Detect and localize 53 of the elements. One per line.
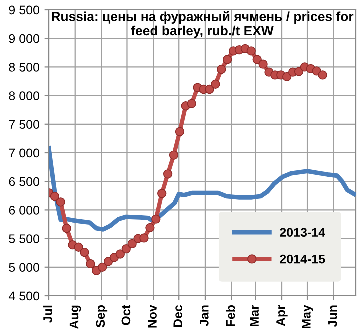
point: [282, 72, 292, 82]
y-tick-label: 5 500: [9, 234, 40, 244]
point: [211, 80, 220, 89]
point: [152, 214, 161, 224]
x-tick-label: Jan: [200, 306, 209, 326]
point: [80, 248, 90, 258]
point: [98, 262, 108, 272]
point: [62, 224, 72, 234]
point: [175, 127, 185, 136]
point: [146, 223, 155, 233]
point: [169, 150, 179, 160]
x-tick-label: Nov: [148, 305, 157, 328]
point: [246, 46, 256, 56]
x-tick-label: Oct: [122, 305, 131, 326]
point: [294, 67, 304, 76]
y-tick-label: 7 000: [9, 148, 40, 158]
point: [140, 234, 149, 243]
x-tick-label: Apr: [276, 305, 288, 326]
y-tick-label: 9 000: [9, 34, 40, 44]
x-tick-label: Jun: [328, 306, 338, 328]
y-tick-label: 4 500: [8, 292, 40, 301]
y-tick-label: 7 500: [9, 120, 40, 130]
y-tick-label: 5 000: [9, 263, 40, 272]
y-tick-label: 9 500: [9, 6, 40, 15]
x-tick-label: May: [302, 305, 314, 329]
point: [122, 244, 131, 254]
point: [158, 189, 167, 198]
y-tick-label: 8 000: [9, 92, 40, 100]
point: [223, 55, 232, 64]
point: [258, 60, 268, 69]
y-tick-label: 8 500: [9, 63, 40, 72]
point: [56, 198, 66, 207]
point: [205, 84, 214, 94]
point: [128, 239, 137, 249]
x-tick-label: Mar: [250, 305, 260, 326]
x-tick-label: Sep: [96, 306, 108, 328]
point: [116, 250, 126, 259]
x-tick-label: Dec: [174, 305, 182, 328]
point: [163, 170, 173, 179]
point: [86, 259, 96, 269]
point: [217, 64, 226, 74]
point: [74, 242, 84, 252]
point: [318, 70, 328, 80]
y-tick-label: 6 500: [9, 177, 40, 186]
y-tick-label: 6 000: [9, 206, 40, 215]
text: Russia: цены на фуражный ячмень / prices for feed barley, rub./t EXW: [52, 11, 354, 38]
point: [50, 192, 60, 202]
legend-label: 2013-14: [280, 228, 326, 238]
point: [187, 99, 196, 108]
legend-label: 2014-15: [280, 254, 326, 264]
x-tick-label: Feb: [226, 306, 236, 326]
x-tick-label: Jul: [43, 306, 52, 323]
x-tick-label: Aug: [70, 306, 82, 330]
